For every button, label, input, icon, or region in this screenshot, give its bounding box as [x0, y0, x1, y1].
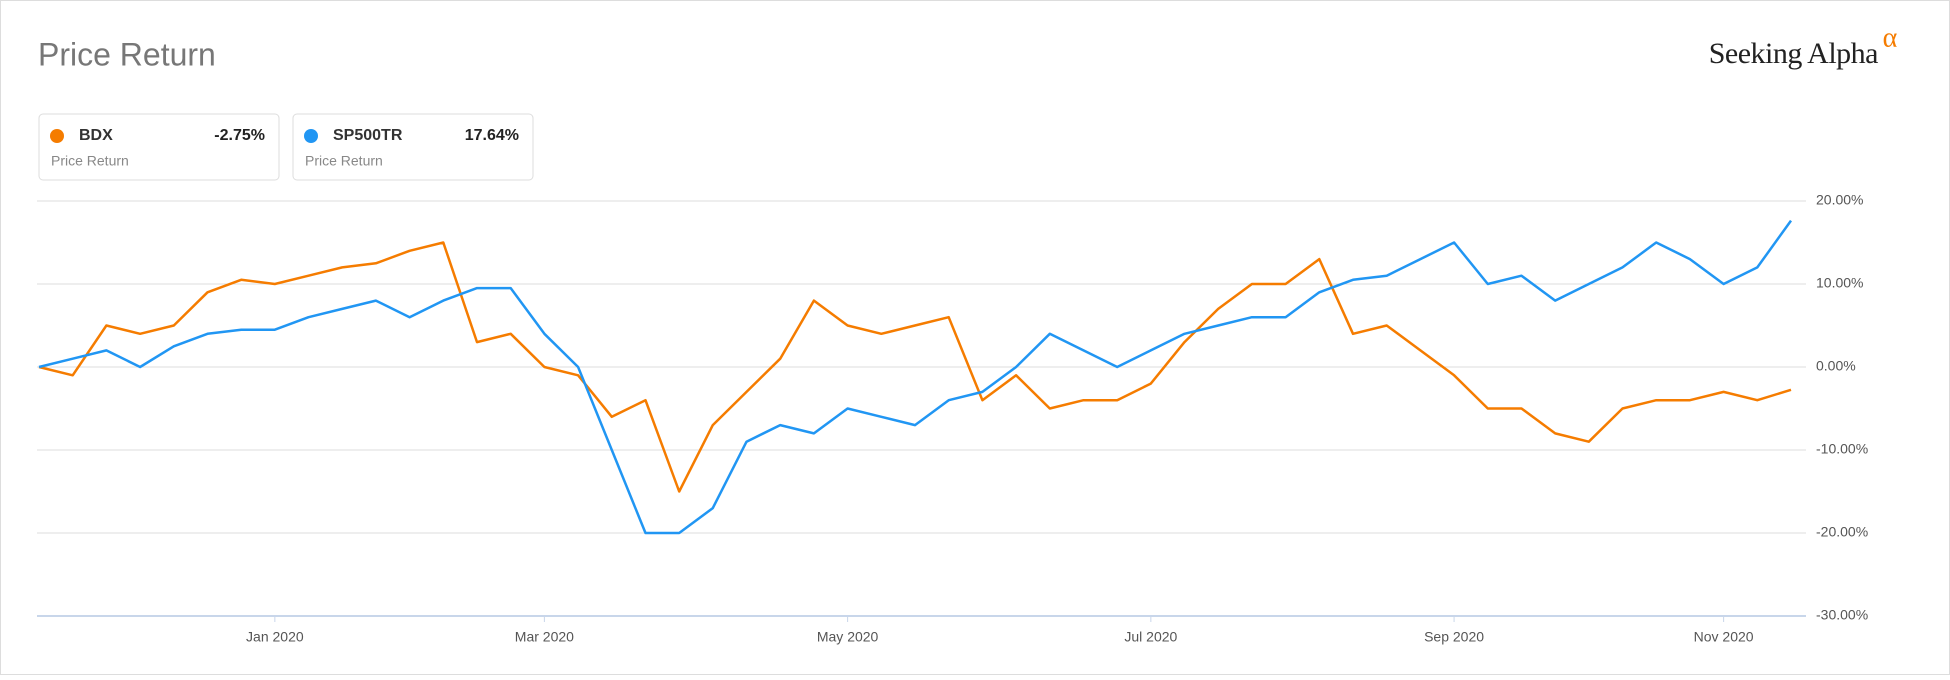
- brand: Seeking Alpha: [1709, 37, 1878, 70]
- y-tick-label: -10.00%: [1816, 441, 1868, 457]
- x-tick-label: Jan 2020: [246, 629, 304, 645]
- brand-mark: α: [1883, 22, 1898, 53]
- legend-value: -2.75%: [214, 127, 265, 144]
- legend-subtitle: Price Return: [51, 153, 129, 169]
- x-tick-label: Nov 2020: [1694, 629, 1754, 645]
- y-tick-label: 20.00%: [1816, 192, 1863, 208]
- y-tick-label: 10.00%: [1816, 275, 1863, 291]
- legend-value: 17.64%: [465, 127, 519, 144]
- legend-dot: [304, 129, 318, 143]
- series-line: [38, 241, 1792, 493]
- x-tick-label: Jul 2020: [1124, 629, 1177, 645]
- x-tick-label: May 2020: [817, 629, 879, 645]
- series-line: [38, 219, 1793, 535]
- legend-subtitle: Price Return: [305, 153, 383, 169]
- legend-name: SP500TR: [333, 127, 403, 144]
- y-tick-label: -30.00%: [1816, 607, 1868, 623]
- legend-box: [38, 113, 280, 181]
- legend-box: [292, 113, 534, 181]
- chart-title: Price Return: [38, 36, 216, 72]
- legend-dot: [50, 129, 64, 143]
- x-tick-label: Sep 2020: [1424, 629, 1484, 645]
- legend-name: BDX: [79, 127, 113, 144]
- x-tick-label: Mar 2020: [515, 629, 574, 645]
- y-tick-label: -20.00%: [1816, 524, 1868, 540]
- y-tick-label: 0.00%: [1816, 358, 1856, 374]
